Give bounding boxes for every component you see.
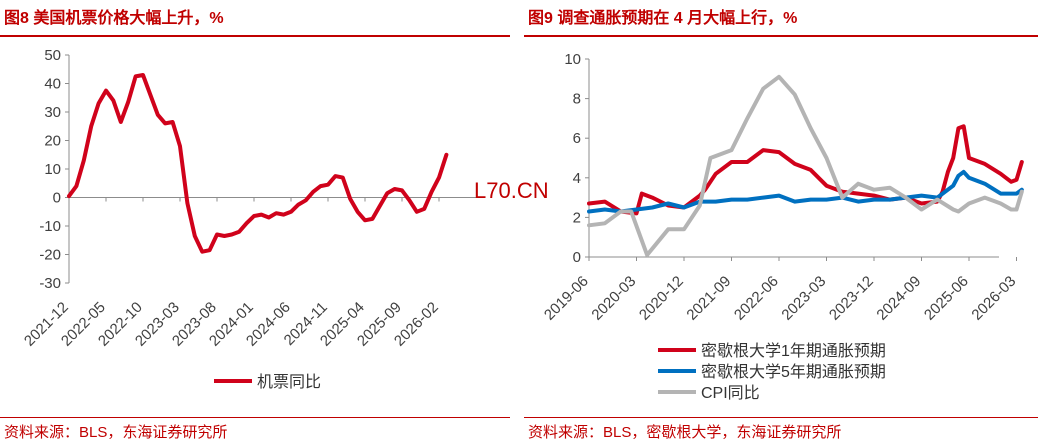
- right-x-tick-label: 2023-12: [826, 273, 877, 324]
- left-series-line-1: [67, 73, 449, 254]
- left-legend-label: 机票同比: [257, 373, 321, 391]
- left-y-tick-label: -10: [39, 218, 61, 235]
- left-y-tick-label: 0: [53, 190, 61, 207]
- right-x-tick-label: 2021-09: [683, 273, 734, 324]
- right-legend-label: 密歇根大学1年期通胀预期: [701, 342, 886, 360]
- right-x-tick-label: 2023-03: [778, 273, 829, 324]
- right-legend-label: 密歇根大学5年期通胀预期: [701, 363, 886, 381]
- right-series-line-3: [587, 74, 1024, 257]
- left-source-rule: [0, 417, 510, 418]
- right-title-rule: [524, 35, 1038, 37]
- left-y-tick-label: 30: [44, 104, 61, 121]
- right-x-tick-label: 2025-06: [921, 273, 972, 324]
- right-x-tick-label: 2019-06: [541, 273, 592, 324]
- right-y-tick-label: 4: [573, 170, 581, 187]
- left-title-rule: [0, 35, 510, 37]
- airfare-chart: 50403020100-10-20-302021-122022-052022-1…: [21, 47, 480, 391]
- right-x-tick-label: 2022-06: [731, 273, 782, 324]
- left-y-tick-label: 20: [44, 133, 61, 150]
- right-y-tick-label: 0: [573, 249, 581, 266]
- left-y-tick-label: 10: [44, 161, 61, 178]
- right-source-rule: [524, 417, 1038, 418]
- right-x-tick-label: 2024-09: [873, 273, 924, 324]
- watermark-text: L70.CN: [474, 178, 549, 203]
- inflation-expectation-chart: 10 8 6 4 2 0 2019-062020-032020-122021-092022-…: [541, 51, 1024, 402]
- right-y-tick-label: 10: [564, 51, 581, 68]
- left-y-tick-label: 40: [44, 76, 61, 93]
- right-y-tick-label: 8: [573, 91, 581, 108]
- right-y-tick-label: 6: [573, 130, 581, 147]
- right-y-tick-label: 2: [573, 209, 581, 226]
- right-source-text: 资料来源：BLS，密歇根大学，东海证券研究所: [528, 424, 842, 441]
- left-source-text: 资料来源：BLS，东海证券研究所: [4, 424, 228, 441]
- right-series-line-2: [587, 169, 1024, 214]
- left-panel: 图8 美国机票价格大幅上升，% 50 40 30 20 10 0 -10 -20 -30 2021…: [0, 0, 510, 447]
- right-legend-label: CPI同比: [701, 384, 760, 402]
- left-y-tick-label: -30: [39, 275, 61, 292]
- right-panel: 图9 调查通胀预期在 4 月大幅上行，% 10 8 6 4 2 0 2019-06 2020-…: [524, 0, 1038, 447]
- right-x-tick-label: 2020-03: [588, 273, 639, 324]
- left-y-tick-label: -20: [39, 247, 61, 264]
- left-chart-title: 图8 美国机票价格大幅上升，%: [4, 10, 224, 27]
- right-chart-title: 图9 调查通胀预期在 4 月大幅上行，%: [528, 10, 798, 27]
- right-x-tick-label: 2026-03: [968, 273, 1019, 324]
- left-y-tick-label: 50: [44, 47, 61, 64]
- right-x-tick-label: 2020-12: [636, 273, 687, 324]
